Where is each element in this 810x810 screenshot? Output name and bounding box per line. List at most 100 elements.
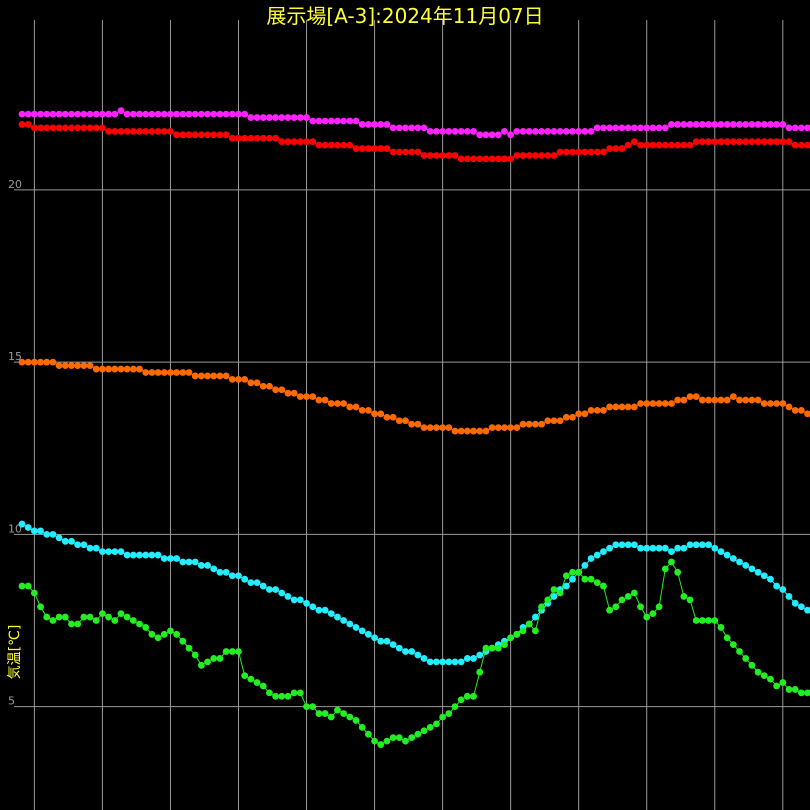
data-point — [488, 155, 496, 163]
data-point — [321, 606, 329, 614]
data-point — [24, 524, 32, 531]
data-point — [680, 544, 688, 552]
data-point — [247, 579, 255, 587]
data-point — [43, 613, 51, 621]
data-point — [482, 155, 490, 163]
data-point — [754, 138, 762, 146]
data-point — [600, 406, 607, 414]
data-point — [18, 110, 26, 118]
data-point — [290, 389, 298, 397]
data-point — [637, 124, 644, 132]
data-point — [643, 613, 651, 621]
data-point — [581, 410, 589, 418]
data-point — [340, 617, 348, 624]
data-point — [575, 148, 583, 156]
data-point — [668, 558, 675, 566]
data-point — [55, 534, 63, 542]
data-point — [377, 741, 385, 748]
data-point — [55, 124, 63, 132]
data-point — [736, 121, 743, 128]
data-point — [414, 148, 422, 156]
data-point — [259, 134, 267, 142]
data-point — [420, 424, 428, 432]
data-point — [692, 138, 700, 146]
data-point — [334, 613, 341, 621]
data-point — [241, 575, 249, 583]
data-point — [470, 155, 477, 163]
data-point — [241, 134, 249, 142]
data-point — [630, 541, 638, 549]
data-point — [426, 424, 434, 432]
data-point — [612, 124, 620, 132]
data-point — [346, 620, 354, 628]
data-point — [92, 124, 100, 132]
data-point — [680, 121, 688, 128]
data-point — [476, 651, 484, 659]
data-point — [191, 558, 199, 566]
data-point — [136, 551, 143, 559]
data-point — [377, 410, 385, 418]
data-point — [154, 110, 162, 118]
data-point — [167, 555, 174, 562]
data-point — [593, 551, 601, 559]
data-point — [105, 548, 112, 556]
data-point — [111, 127, 119, 135]
data-point — [507, 634, 515, 642]
data-point — [661, 400, 669, 407]
data-point — [358, 406, 366, 414]
data-point — [253, 679, 261, 686]
data-point — [748, 138, 756, 146]
data-point — [680, 396, 688, 404]
data-point — [494, 131, 502, 139]
data-point — [123, 365, 131, 373]
data-point — [686, 541, 694, 549]
data-point — [426, 658, 434, 666]
data-point — [742, 655, 750, 662]
data-point — [160, 369, 168, 376]
chart-title: 展示場[A-3]:2024年11月07日 — [266, 4, 544, 28]
data-point — [117, 127, 125, 135]
data-point — [136, 620, 143, 628]
data-point — [785, 138, 793, 146]
data-point — [228, 375, 236, 383]
data-point — [445, 658, 453, 666]
data-point — [395, 644, 403, 652]
data-point — [736, 558, 743, 566]
data-point — [80, 541, 88, 549]
data-point — [612, 403, 620, 411]
data-point — [723, 138, 731, 146]
data-point — [519, 627, 527, 635]
data-point — [266, 382, 273, 390]
data-point — [136, 127, 143, 135]
data-point — [30, 124, 38, 132]
data-point — [117, 610, 125, 618]
data-point — [30, 358, 38, 366]
data-point — [266, 114, 273, 121]
data-point — [618, 124, 626, 132]
data-point — [216, 655, 224, 662]
data-point — [185, 369, 193, 376]
data-point — [321, 396, 329, 404]
data-point — [37, 110, 44, 118]
data-point — [513, 630, 521, 638]
data-point — [111, 365, 119, 373]
data-point — [606, 145, 614, 152]
data-point — [711, 617, 719, 624]
data-point — [43, 531, 51, 538]
data-point — [86, 124, 94, 132]
data-point — [711, 544, 719, 552]
data-point — [111, 617, 119, 624]
data-point — [463, 692, 471, 700]
data-point — [37, 527, 44, 535]
data-point — [222, 648, 230, 655]
data-point — [507, 155, 515, 163]
data-point — [630, 403, 638, 411]
data-point — [773, 121, 781, 128]
data-point — [24, 121, 32, 128]
data-point — [167, 110, 174, 118]
data-point — [754, 668, 762, 676]
data-point — [383, 145, 391, 152]
data-point — [463, 155, 471, 163]
data-point — [674, 396, 682, 404]
data-point — [364, 730, 372, 738]
